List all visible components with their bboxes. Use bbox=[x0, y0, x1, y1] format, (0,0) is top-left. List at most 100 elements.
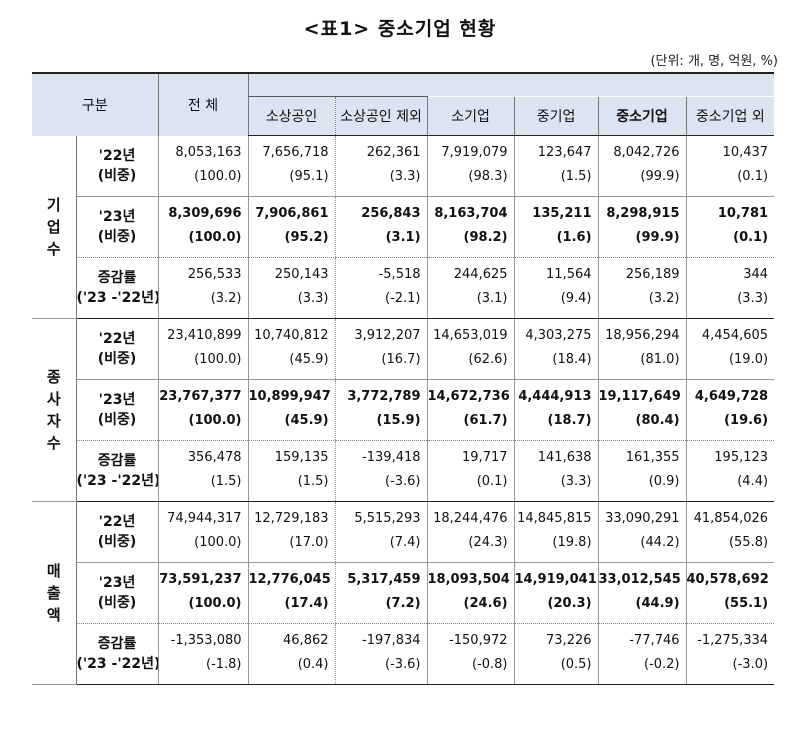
share-value: (0.1) bbox=[476, 474, 508, 489]
value: 14,653,019 bbox=[433, 328, 508, 343]
table-row: 증감률 ('23 -'22년) -1,353,080 (-1.8) 46,862 (0.4… bbox=[32, 623, 775, 685]
value: 14,672,736 bbox=[427, 389, 510, 404]
value: 141,638 bbox=[537, 450, 592, 465]
value-cell: 7,906,861 (95.2) bbox=[247, 196, 336, 258]
value-cell: -5,518 (-2.1) bbox=[334, 257, 428, 319]
value: 19,117,649 bbox=[598, 389, 681, 404]
value: 262,361 bbox=[366, 145, 421, 160]
value: 18,244,476 bbox=[433, 511, 508, 526]
share-value: (100.0) bbox=[188, 413, 242, 428]
value: 18,956,294 bbox=[605, 328, 680, 343]
share-value: (44.2) bbox=[640, 535, 680, 550]
category-label: 매 출 액 bbox=[32, 501, 77, 685]
value-cell: 73,226 (0.5) bbox=[513, 623, 599, 685]
share-value: (1.5) bbox=[560, 169, 592, 184]
value: 356,478 bbox=[187, 450, 242, 465]
value-cell: -77,746 (-0.2) bbox=[597, 623, 687, 685]
row-label: '22년 (비중) bbox=[76, 318, 159, 380]
value: -1,275,334 bbox=[697, 633, 769, 648]
value: 40,578,692 bbox=[686, 572, 769, 587]
value: 10,781 bbox=[717, 206, 769, 221]
value: 12,729,183 bbox=[254, 511, 329, 526]
share-value: (99.9) bbox=[635, 230, 680, 245]
value-cell: 12,729,183 (17.0) bbox=[247, 501, 336, 563]
share-value: (100.0) bbox=[188, 596, 242, 611]
value-cell: -150,972 (-0.8) bbox=[426, 623, 515, 685]
value-cell: 12,776,045 (17.4) bbox=[247, 562, 336, 624]
row-label-line: (비중) bbox=[97, 351, 137, 367]
share-value: (0.1) bbox=[737, 169, 769, 184]
category-label: 종 사 자 수 bbox=[32, 318, 77, 502]
header-top-spacer bbox=[247, 72, 775, 97]
value-cell: 14,653,019 (62.6) bbox=[426, 318, 515, 380]
value: 46,862 bbox=[283, 633, 329, 648]
value: 344 bbox=[743, 267, 769, 282]
value-cell: 5,317,459 (7.2) bbox=[334, 562, 428, 624]
row-label-line: ('23 -'22년) bbox=[76, 656, 159, 672]
table-row: 종 사 자 수 '22년 (비중) 23,410,899 (100.0) 10,740,8… bbox=[32, 318, 775, 502]
value: -139,418 bbox=[362, 450, 421, 465]
value-cell: 256,843 (3.1) bbox=[334, 196, 428, 258]
share-value: (18.7) bbox=[547, 413, 592, 428]
row-label-line: 증감률 bbox=[97, 636, 137, 652]
share-value: (45.9) bbox=[284, 413, 329, 428]
header-small: 소기업 bbox=[426, 96, 515, 136]
value: 8,053,163 bbox=[175, 144, 242, 160]
row-label-line: 증감률 bbox=[97, 453, 137, 469]
share-value: (98.3) bbox=[468, 169, 508, 184]
value: 135,211 bbox=[532, 206, 592, 221]
table-row: 증감률 ('23 -'22년) 356,478 (1.5) 159,135 (1.5) -1… bbox=[32, 440, 775, 502]
header-total: 전 체 bbox=[157, 72, 249, 136]
row-label: '23년 (비중) bbox=[76, 379, 159, 441]
value: 250,143 bbox=[274, 267, 329, 282]
share-value: (3.3) bbox=[737, 291, 769, 306]
row-label-line: (비중) bbox=[97, 167, 137, 184]
value: 18,093,504 bbox=[427, 572, 510, 587]
share-value: (100.0) bbox=[188, 230, 242, 245]
table-row: 매 출 액 '22년 (비중) 74,944,317 (100.0) 12,729,183… bbox=[32, 501, 775, 685]
value-cell: 40,578,692 (55.1) bbox=[685, 562, 775, 624]
value: -1,353,080 bbox=[170, 633, 242, 648]
row-label: '23년 (비중) bbox=[76, 562, 159, 624]
share-value: (3.3) bbox=[560, 474, 592, 489]
category-label: 기 업 수 bbox=[32, 135, 77, 319]
value: 14,845,815 bbox=[517, 511, 592, 526]
value: 10,899,947 bbox=[248, 389, 331, 404]
value: 41,854,026 bbox=[693, 511, 769, 526]
share-value: (100.0) bbox=[194, 352, 242, 367]
value-cell: 23,410,899 (100.0) bbox=[157, 318, 249, 380]
row-label-line: (비중) bbox=[97, 595, 137, 611]
share-value: (61.7) bbox=[463, 413, 508, 428]
value: 33,090,291 bbox=[605, 511, 680, 526]
value-cell: 8,309,696 (100.0) bbox=[157, 196, 249, 258]
value-cell: 3,912,207 (16.7) bbox=[334, 318, 428, 380]
value-cell: 5,515,293 (7.4) bbox=[334, 501, 428, 563]
row-label: 증감률 ('23 -'22년) bbox=[76, 257, 159, 319]
value: 8,163,704 bbox=[434, 206, 508, 221]
share-value: (7.4) bbox=[389, 535, 421, 550]
table-row: '23년 (비중) 8,309,696 (100.0) 7,906,861 (95.2) 2… bbox=[32, 196, 775, 258]
share-value: (20.3) bbox=[547, 596, 592, 611]
value-cell: 4,454,605 (19.0) bbox=[685, 318, 775, 380]
value-cell: 250,143 (3.3) bbox=[247, 257, 336, 319]
share-value: (95.2) bbox=[284, 230, 329, 245]
value: 10,740,812 bbox=[254, 328, 329, 343]
share-value: (0.1) bbox=[733, 230, 769, 245]
header-small-merchants: 소상공인 bbox=[247, 96, 336, 136]
share-value: (3.3) bbox=[297, 291, 329, 306]
value-cell: 8,053,163 (100.0) bbox=[157, 135, 249, 197]
value-cell: 74,944,317 (100.0) bbox=[157, 501, 249, 563]
table-row: '23년 (비중) 73,591,237 (100.0) 12,776,045 (17.4… bbox=[32, 562, 775, 624]
row-label-line: ('23 -'22년) bbox=[76, 290, 159, 306]
row-label: '22년 (비중) bbox=[76, 135, 159, 197]
value: -150,972 bbox=[449, 633, 508, 648]
value: -77,746 bbox=[629, 633, 680, 648]
share-value: (55.8) bbox=[728, 535, 769, 550]
value-cell: 18,244,476 (24.3) bbox=[426, 501, 515, 563]
row-label-line: ('23 -'22년) bbox=[76, 473, 159, 489]
value-cell: 4,444,913 (18.7) bbox=[513, 379, 599, 441]
value-cell: 8,042,726 (99.9) bbox=[597, 135, 687, 197]
table-title: <표1> 중소기업 현황 bbox=[303, 18, 497, 40]
value-cell: 244,625 (3.1) bbox=[426, 257, 515, 319]
value: 256,533 bbox=[187, 267, 242, 282]
